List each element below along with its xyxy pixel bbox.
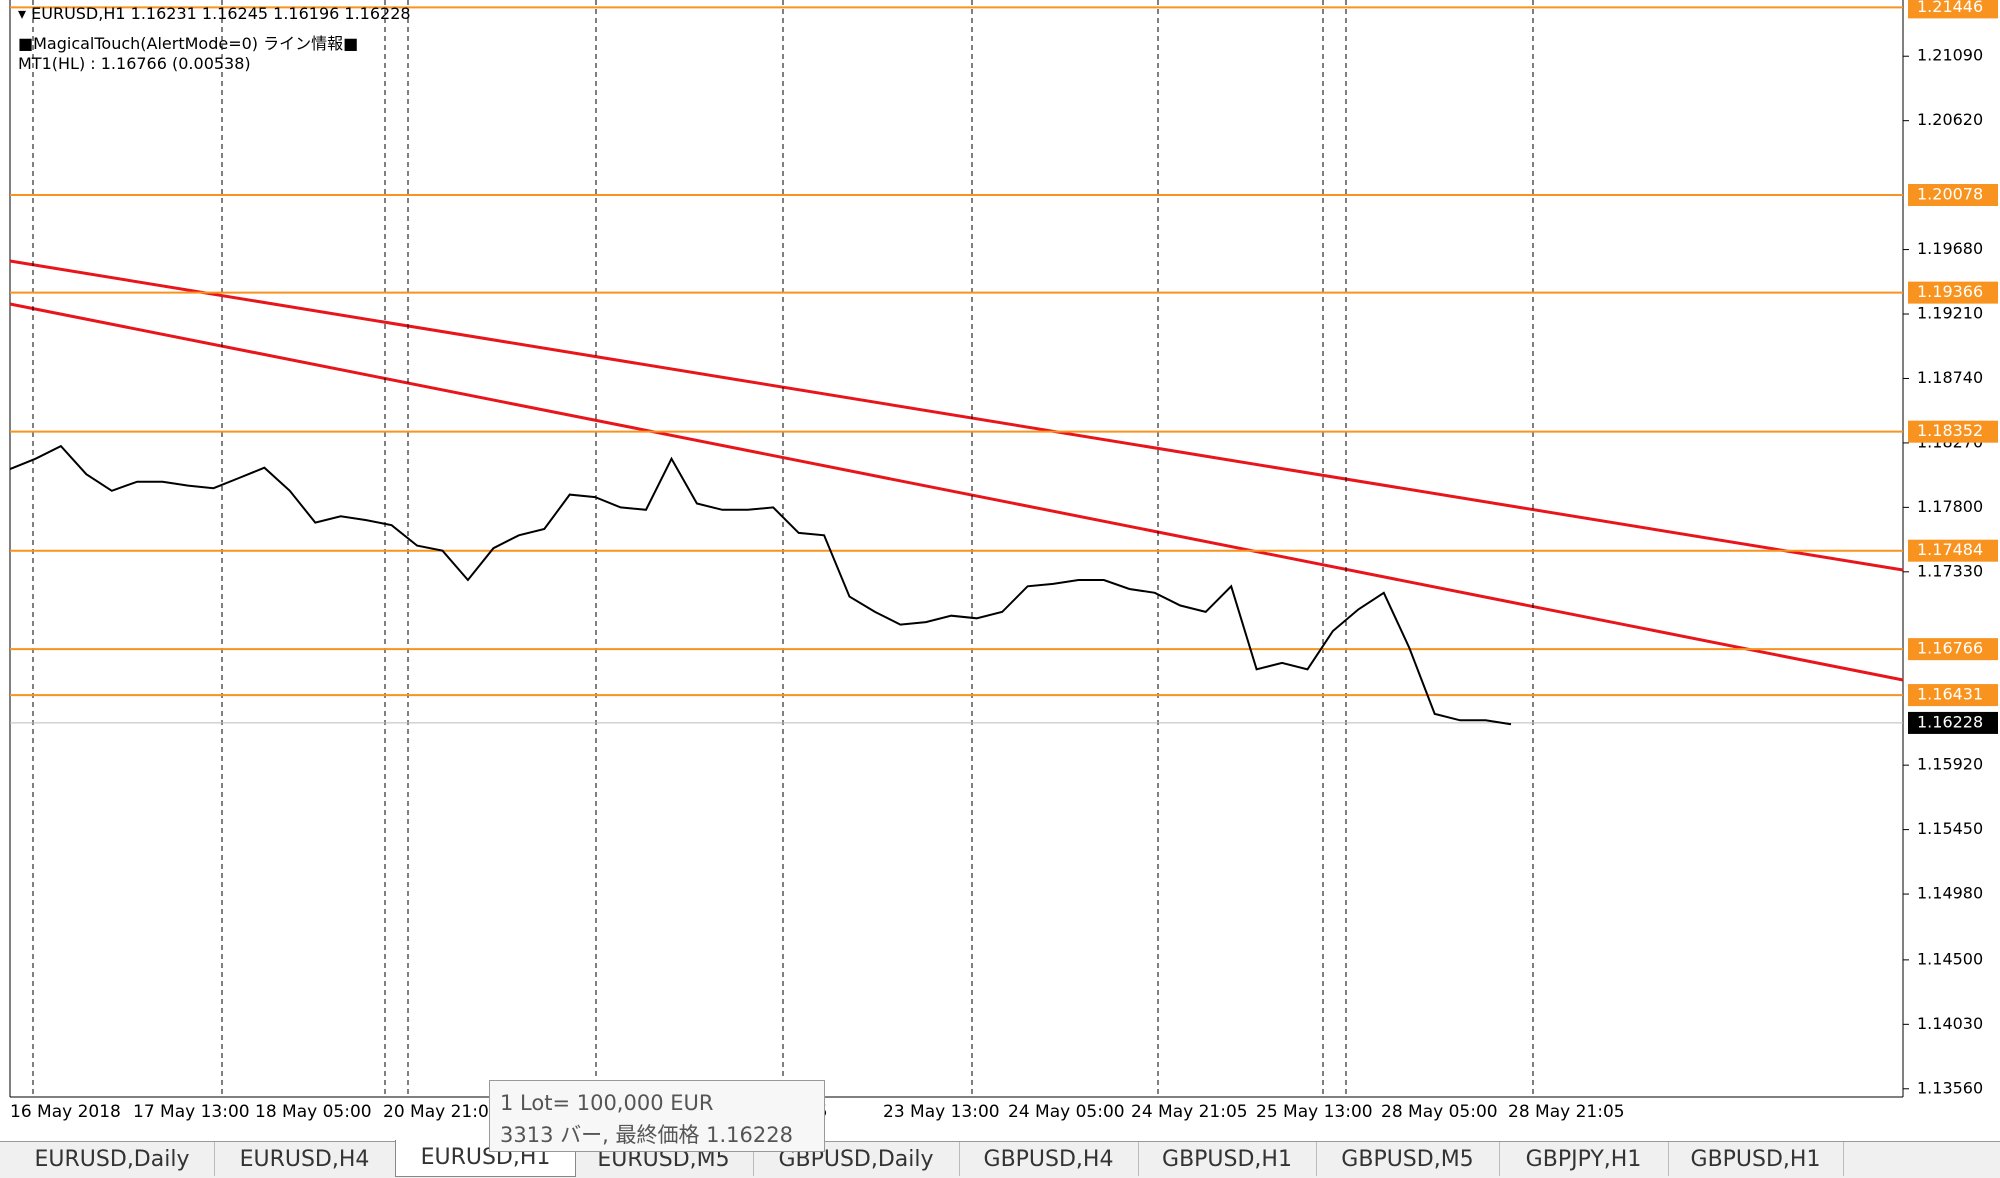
y-tick-label: 1.19680 — [1917, 239, 1983, 258]
time-label: 18 May 05:00 — [255, 1102, 372, 1122]
y-tick-label: 1.19210 — [1917, 304, 1983, 323]
y-tick-label: 1.15450 — [1917, 819, 1983, 838]
y-tick-label: 1.14030 — [1917, 1014, 1983, 1033]
current-price-tag — [1908, 711, 1998, 734]
level-label: 1.21446 — [1917, 0, 1983, 16]
indicator-line: ■MagicalTouch(AlertMode=0) ライン情報■ — [18, 34, 359, 53]
y-tick-label: 1.14980 — [1917, 884, 1983, 903]
mt1-line: MT1(HL) : 1.16766 (0.00538) — [18, 54, 251, 73]
chart-tab[interactable]: GBPUSD,H4 — [959, 1142, 1139, 1176]
chart-tab[interactable]: EURUSD,Daily — [10, 1142, 215, 1176]
symbol-line: ▾ EURUSD,H1 1.16231 1.16245 1.16196 1.16… — [18, 4, 411, 23]
y-tick-label: 1.18740 — [1917, 368, 1983, 387]
level-tag — [1908, 638, 1998, 661]
level-tag — [1908, 684, 1998, 707]
y-tick-label: 1.17800 — [1917, 497, 1983, 516]
y-tick-label: 1.14500 — [1917, 949, 1983, 968]
tooltip-line: 3313 バー, 最終価格 1.16228 — [500, 1123, 793, 1147]
tab-bar: EURUSD,Daily EURUSD,H4 EURUSD,H1 EURUSD,M5 G… — [0, 1140, 2000, 1178]
current-price-label: 1.16228 — [1917, 712, 1983, 731]
chart-tab[interactable]: GBPUSD,H1 — [1668, 1142, 1844, 1176]
y-tick-label: 1.20620 — [1917, 110, 1983, 129]
level-label: 1.17484 — [1917, 540, 1983, 559]
time-label: 23 May 13:00 — [883, 1102, 1000, 1122]
level-label: 1.16431 — [1917, 685, 1983, 704]
y-tick-label: 1.21090 — [1917, 46, 1983, 65]
level-tag — [1908, 420, 1998, 443]
level-label: 1.16766 — [1917, 639, 1983, 658]
level-label: 1.20078 — [1917, 184, 1983, 203]
y-tick-label: 1.17330 — [1917, 561, 1983, 580]
background — [0, 0, 2000, 1141]
time-label: 24 May 05:00 — [1008, 1102, 1125, 1122]
time-label: 25 May 13:00 — [1256, 1102, 1373, 1122]
level-tag — [1908, 281, 1998, 304]
trend-line — [9, 259, 1904, 572]
time-label: 20 May 21:00 — [383, 1102, 500, 1122]
chart-tab[interactable]: GBPUSD,H1 — [1138, 1142, 1317, 1176]
level-label: 1.18352 — [1917, 421, 1983, 440]
time-label: 16 May 2018 — [10, 1102, 121, 1122]
time-label: 28 May 21:05 — [1508, 1102, 1625, 1122]
y-tick-label: 1.15920 — [1917, 755, 1983, 774]
time-label: 24 May 21:05 — [1131, 1102, 1248, 1122]
y-tick-label: 1.13560 — [1917, 1078, 1983, 1097]
chart-tab[interactable]: GBPJPY,H1 — [1499, 1142, 1669, 1176]
time-label: 28 May 05:00 — [1381, 1102, 1498, 1122]
tooltip: 1 Lot= 100,000 EUR 3313 バー, 最終価格 1.16228 — [489, 1080, 825, 1152]
chart-tab[interactable]: GBPUSD,M5 — [1316, 1142, 1500, 1176]
symbol-text: EURUSD,H1 1.16231 1.16245 1.16196 1.1622… — [31, 4, 411, 23]
trend-line — [9, 302, 1904, 682]
chart: 1.210901.206201.196801.192101.187401.182… — [0, 0, 2000, 1141]
price-line — [9, 444, 1512, 726]
chart-tab[interactable]: EURUSD,H4 — [214, 1142, 396, 1176]
level-tag — [1908, 539, 1998, 562]
level-label: 1.19366 — [1917, 282, 1983, 301]
time-label: 17 May 13:00 — [133, 1102, 250, 1122]
tooltip-line: 1 Lot= 100,000 EUR — [500, 1091, 714, 1115]
level-tag — [1908, 0, 1998, 19]
level-tag — [1908, 183, 1998, 206]
